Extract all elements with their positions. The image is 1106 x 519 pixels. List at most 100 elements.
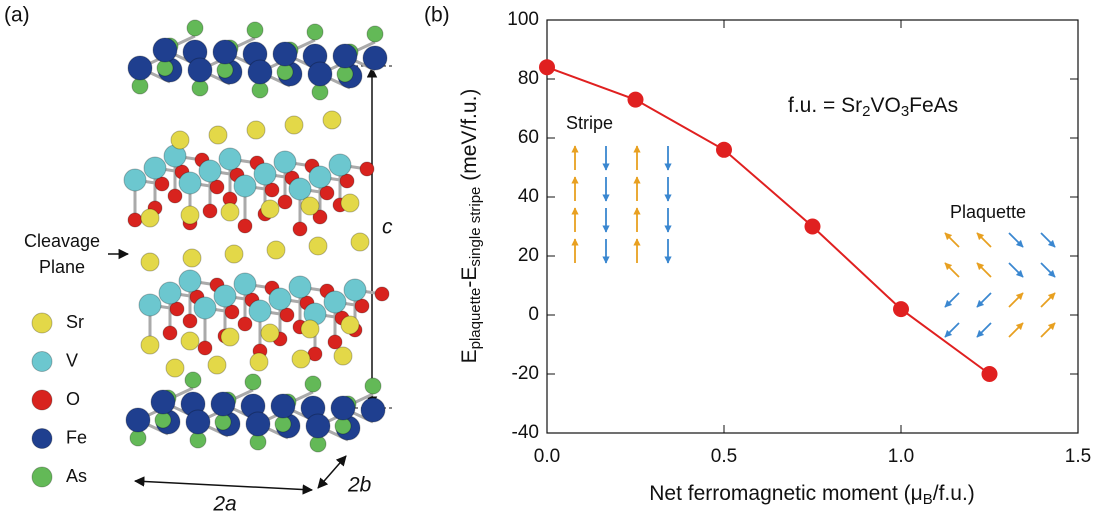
- atom: [220, 327, 240, 347]
- atom: [154, 176, 170, 192]
- cleavage-label: Plane: [39, 257, 85, 277]
- atom: [140, 335, 160, 355]
- panel-label: (a): [4, 4, 30, 27]
- atom: [208, 125, 228, 145]
- atom: [233, 272, 257, 296]
- atom: [167, 188, 183, 204]
- atom: [169, 301, 185, 317]
- atom: [127, 212, 143, 228]
- atom: [268, 287, 292, 311]
- atom: [332, 43, 358, 69]
- c-label: c: [382, 216, 393, 239]
- atom: [308, 165, 332, 189]
- y-axis-title-part: -E: [458, 267, 481, 288]
- atom: [245, 411, 271, 437]
- y-axis-title-part: (meV/f.u.): [458, 89, 481, 187]
- atom: [212, 39, 238, 65]
- spin-arrow: [1040, 292, 1056, 308]
- spin-arrow: [1040, 262, 1056, 278]
- atom: [180, 331, 200, 351]
- atom: [312, 209, 328, 225]
- spin-arrow: [944, 232, 960, 248]
- y-tick-label: 100: [507, 9, 539, 30]
- x-axis-title-sub: B: [923, 491, 933, 508]
- data-point: [981, 366, 998, 382]
- data-point: [804, 218, 821, 235]
- atom: [244, 373, 262, 391]
- spin-arrow: [1040, 232, 1056, 248]
- y-axis-title-part: E: [458, 349, 481, 363]
- atom: [224, 304, 240, 320]
- atom: [247, 59, 273, 85]
- atom: [333, 346, 353, 366]
- annotation-sub: 2: [862, 103, 870, 120]
- spin-arrow: [1008, 292, 1024, 308]
- atom: [260, 323, 280, 343]
- atom: [185, 409, 211, 435]
- atom: [273, 150, 297, 174]
- x-axis-title: Net ferromagnetic moment (μB/f.u.): [649, 482, 975, 508]
- atom: [193, 296, 217, 320]
- atom: [364, 377, 382, 395]
- atom: [178, 171, 202, 195]
- atom: [305, 413, 331, 439]
- annotation: f.u. = Sr2VO3FeAs: [788, 94, 958, 120]
- atom: [170, 130, 190, 150]
- atom: [140, 252, 160, 272]
- atom: [224, 244, 244, 264]
- legend-swatch: [31, 312, 53, 334]
- atom: [186, 19, 204, 37]
- a-arrow: [133, 476, 314, 495]
- atom: [323, 290, 347, 314]
- atom: [300, 196, 320, 216]
- atom: [343, 278, 367, 302]
- b-arrow: [317, 455, 347, 489]
- spin-arrow: [944, 292, 960, 308]
- atom: [246, 21, 264, 39]
- legend-label: Fe: [66, 427, 87, 447]
- b-label: 2b: [347, 474, 372, 497]
- atom: [272, 41, 298, 67]
- data-point: [893, 301, 909, 318]
- atom: [319, 185, 335, 201]
- y-tick-label: 80: [518, 68, 539, 89]
- legend-swatch: [31, 351, 53, 372]
- atom: [123, 168, 147, 192]
- atom: [304, 375, 322, 393]
- atom: [279, 307, 295, 323]
- legend-label: V: [66, 350, 78, 370]
- spin-arrow: [1008, 262, 1024, 278]
- atom: [125, 407, 151, 433]
- y-tick-label: 0: [528, 304, 539, 325]
- legend-swatch: [31, 389, 53, 411]
- atom: [220, 202, 240, 222]
- spin-arrow: [976, 232, 992, 248]
- data-point: [716, 141, 732, 158]
- atom: [143, 156, 167, 180]
- atom: [140, 208, 160, 228]
- atom: [322, 110, 342, 130]
- atom: [260, 199, 280, 219]
- x-axis-title-part: /f.u.): [933, 482, 975, 505]
- spin-arrow: [1008, 232, 1024, 248]
- atom: [253, 162, 277, 186]
- atom: [266, 240, 286, 260]
- atom: [248, 299, 272, 323]
- y-tick-label: 60: [518, 127, 539, 148]
- atom: [340, 193, 360, 213]
- atom: [264, 182, 280, 198]
- annotation-sub: 3: [901, 103, 909, 120]
- atom: [277, 194, 293, 210]
- atom: [182, 313, 198, 329]
- atom: [246, 120, 266, 140]
- atom: [284, 115, 304, 135]
- atom: [292, 221, 308, 237]
- atom: [327, 334, 343, 350]
- x-tick-label: 0.0: [534, 446, 560, 467]
- spin-arrow: [1040, 322, 1056, 338]
- atom: [366, 25, 384, 43]
- atom: [202, 203, 218, 219]
- atom: [213, 284, 237, 308]
- series-line: [546, 66, 991, 375]
